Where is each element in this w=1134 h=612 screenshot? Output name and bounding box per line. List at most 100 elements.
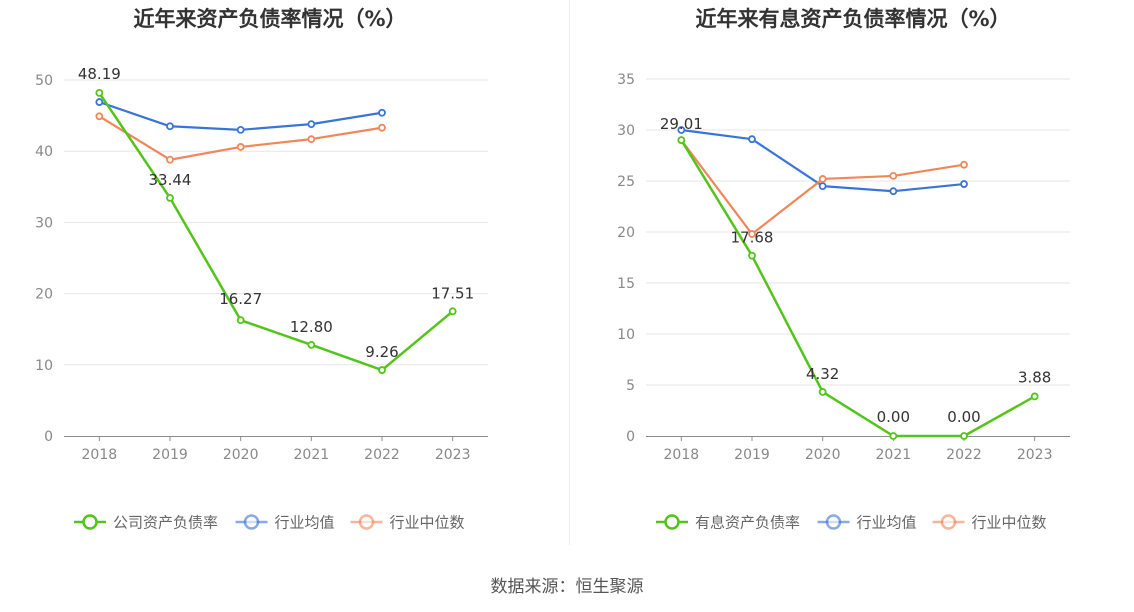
- y-tick-label: 25: [617, 174, 635, 190]
- legend[interactable]: 有息资产负债率 行业均值 行业中位数: [656, 514, 1047, 532]
- x-tick-label: 2018: [664, 447, 700, 463]
- legend-label: 行业均值: [857, 514, 917, 532]
- series-line-company: [98, 92, 454, 372]
- legend-swatch-marker: [358, 514, 375, 530]
- legend[interactable]: 公司资产负债率 行业均值 行业中位数: [74, 514, 465, 532]
- data-label: 4.32: [806, 365, 839, 383]
- data-label: 0.00: [877, 408, 910, 426]
- data-point-company: [307, 340, 316, 349]
- y-tick-label: 20: [617, 225, 635, 241]
- legend-label: 行业中位数: [390, 514, 465, 532]
- data-point-company: [166, 194, 174, 202]
- data-point-company: [748, 251, 756, 260]
- data-point-avg: [818, 182, 827, 191]
- data-label: 3.88: [1018, 368, 1051, 386]
- data-point-avg: [236, 125, 245, 134]
- data-point-company: [818, 388, 827, 396]
- data-point-median: [307, 135, 316, 143]
- data-point-company: [378, 366, 386, 374]
- series-company: 48.19 33.44 16.27 12.80 9.26 17.51: [78, 65, 474, 374]
- legend-item-company[interactable]: 有息资产负债率: [656, 514, 800, 532]
- legend-item-median[interactable]: 行业中位数: [932, 514, 1047, 532]
- data-label: 29.01: [660, 115, 703, 133]
- data-point-avg: [889, 187, 898, 196]
- y-tick-label: 20: [35, 287, 53, 303]
- data-point-median: [236, 143, 245, 151]
- data-point-median: [95, 112, 104, 121]
- data-label: 0.00: [947, 408, 980, 426]
- series-line-median: [98, 115, 383, 161]
- data-point-median: [960, 160, 968, 169]
- data-point-company: [95, 88, 104, 97]
- legend-item-median[interactable]: 行业中位数: [350, 514, 465, 532]
- data-point-company: [677, 136, 686, 144]
- x-tick-label: 2019: [152, 447, 188, 463]
- data-point-avg: [378, 108, 386, 117]
- legend-swatch-marker: [243, 514, 260, 530]
- y-tick-label: 0: [44, 429, 53, 445]
- x-tick-label: 2023: [1017, 447, 1053, 463]
- data-point-company: [1030, 392, 1039, 401]
- chart-title: 近年来有息资产负债率情况（%）: [695, 7, 1010, 31]
- chart-1: 近年来资产负债率情况（%） 0 10 20 30 40 50 2018 2019 2020 2021…: [35, 7, 488, 532]
- data-point-company: [889, 432, 898, 440]
- data-point-avg: [166, 122, 174, 131]
- legend-label: 行业中位数: [972, 514, 1047, 532]
- data-label: 33.44: [149, 171, 192, 189]
- legend-swatch-marker: [940, 514, 957, 530]
- x-tick-label: 2022: [364, 447, 400, 463]
- series-avg: [677, 126, 968, 196]
- x-tick-label: 2021: [294, 447, 330, 463]
- x-tick-label: 2020: [223, 447, 259, 463]
- legend-item-company[interactable]: 公司资产负债率: [74, 514, 218, 532]
- y-tick-label: 5: [626, 378, 635, 394]
- y-tick-label: 15: [617, 276, 635, 292]
- data-source-note: 数据来源：恒生聚源: [490, 577, 644, 597]
- data-point-avg: [677, 126, 686, 134]
- x-tick-label: 2019: [734, 447, 770, 463]
- data-point-avg: [960, 180, 968, 188]
- x-tick-label: 2018: [82, 447, 118, 463]
- data-point-avg: [307, 120, 316, 129]
- data-point-avg: [748, 135, 756, 144]
- series-line-company: [680, 139, 1036, 438]
- data-label: 12.80: [290, 318, 333, 336]
- y-tick-label: 10: [35, 358, 53, 374]
- legend-label: 有息资产负债率: [695, 514, 800, 532]
- data-point-median: [818, 175, 827, 183]
- data-label: 17.68: [731, 229, 774, 247]
- x-tick-label: 2020: [805, 447, 841, 463]
- series-line-avg: [98, 101, 383, 131]
- y-tick-label: 35: [617, 72, 635, 88]
- y-tick-label: 0: [626, 429, 635, 445]
- data-label: 16.27: [219, 290, 262, 308]
- legend-swatch-marker: [82, 514, 98, 530]
- y-tick-label: 30: [617, 123, 635, 139]
- legend-label: 行业均值: [275, 514, 335, 532]
- y-tick-label: 40: [35, 144, 53, 160]
- y-tick-label: 10: [617, 327, 635, 343]
- y-tick-label: 30: [35, 215, 53, 231]
- data-point-median: [889, 171, 898, 180]
- series-median: [95, 112, 386, 164]
- data-point-median: [748, 230, 756, 238]
- data-point-company: [448, 307, 457, 316]
- data-point-avg: [95, 98, 104, 106]
- data-label: 48.19: [78, 65, 121, 83]
- legend-swatch-marker: [825, 514, 842, 530]
- data-label: 17.51: [431, 284, 474, 302]
- data-point-company: [236, 316, 245, 325]
- data-point-company: [960, 432, 968, 440]
- x-tick-label: 2021: [876, 447, 912, 463]
- legend-item-avg[interactable]: 行业均值: [235, 514, 335, 532]
- data-label: 9.26: [365, 343, 398, 361]
- x-tick-label: 2023: [435, 447, 471, 463]
- data-point-median: [378, 123, 386, 132]
- chart-title: 近年来资产负债率情况（%）: [133, 7, 406, 31]
- y-tick-label: 50: [35, 73, 53, 89]
- chart-2: 近年来有息资产负债率情况（%） 0 5 10 15 20 25 30 35 2018 2019 202…: [617, 7, 1070, 532]
- x-tick-label: 2022: [946, 447, 982, 463]
- legend-item-avg[interactable]: 行业均值: [817, 514, 917, 532]
- series-avg: [95, 98, 386, 134]
